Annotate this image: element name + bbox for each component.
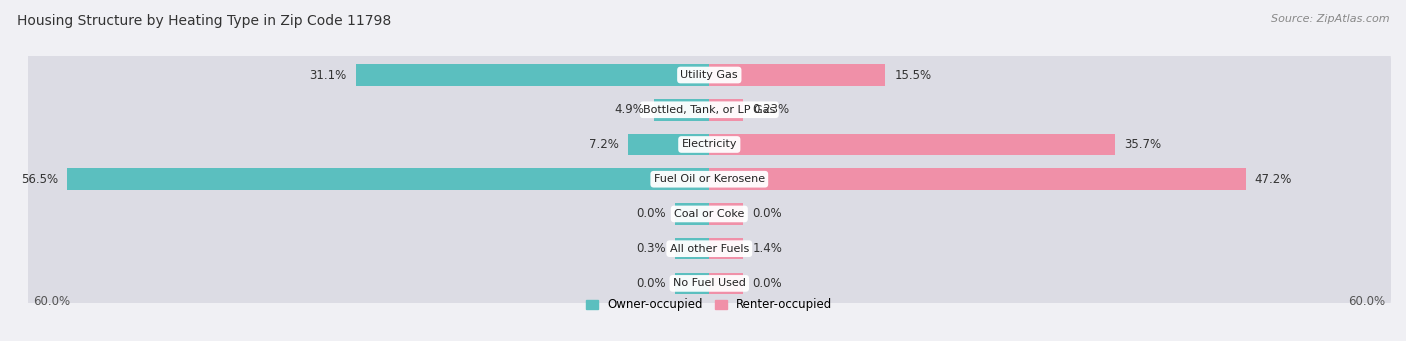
Bar — [67, 168, 709, 190]
FancyBboxPatch shape — [28, 84, 1391, 135]
Bar — [709, 203, 744, 225]
Text: 0.0%: 0.0% — [637, 207, 666, 220]
FancyBboxPatch shape — [28, 153, 1391, 205]
Bar — [675, 238, 709, 260]
Bar — [709, 134, 1115, 155]
Text: Electricity: Electricity — [682, 139, 737, 149]
FancyBboxPatch shape — [28, 258, 1391, 309]
Text: 31.1%: 31.1% — [309, 69, 347, 81]
Text: 60.0%: 60.0% — [34, 295, 70, 308]
Text: 4.9%: 4.9% — [614, 103, 644, 116]
Text: 0.23%: 0.23% — [752, 103, 790, 116]
Text: 15.5%: 15.5% — [894, 69, 932, 81]
Text: All other Fuels: All other Fuels — [669, 244, 749, 254]
Bar — [356, 64, 709, 86]
Text: Source: ZipAtlas.com: Source: ZipAtlas.com — [1271, 14, 1389, 24]
Text: 1.4%: 1.4% — [752, 242, 782, 255]
Bar — [654, 99, 709, 120]
Bar — [709, 99, 744, 120]
Text: 35.7%: 35.7% — [1123, 138, 1161, 151]
Bar — [709, 64, 886, 86]
Text: 0.0%: 0.0% — [637, 277, 666, 290]
FancyBboxPatch shape — [28, 119, 1391, 170]
FancyBboxPatch shape — [28, 223, 1391, 275]
Text: Housing Structure by Heating Type in Zip Code 11798: Housing Structure by Heating Type in Zip… — [17, 14, 391, 28]
FancyBboxPatch shape — [28, 188, 1391, 240]
Legend: Owner-occupied, Renter-occupied: Owner-occupied, Renter-occupied — [586, 298, 832, 311]
Text: 0.3%: 0.3% — [637, 242, 666, 255]
Text: 7.2%: 7.2% — [589, 138, 619, 151]
Bar — [709, 273, 744, 294]
Bar — [675, 203, 709, 225]
Text: Coal or Coke: Coal or Coke — [673, 209, 745, 219]
Bar — [709, 168, 1246, 190]
Text: 0.0%: 0.0% — [752, 277, 782, 290]
Text: Fuel Oil or Kerosene: Fuel Oil or Kerosene — [654, 174, 765, 184]
Text: No Fuel Used: No Fuel Used — [673, 278, 745, 288]
Text: Utility Gas: Utility Gas — [681, 70, 738, 80]
Bar — [675, 273, 709, 294]
Text: 56.5%: 56.5% — [21, 173, 58, 186]
Text: 47.2%: 47.2% — [1254, 173, 1292, 186]
Text: Bottled, Tank, or LP Gas: Bottled, Tank, or LP Gas — [643, 105, 776, 115]
Bar — [627, 134, 709, 155]
Text: 60.0%: 60.0% — [1348, 295, 1385, 308]
Text: 0.0%: 0.0% — [752, 207, 782, 220]
FancyBboxPatch shape — [28, 49, 1391, 101]
Bar — [709, 238, 744, 260]
